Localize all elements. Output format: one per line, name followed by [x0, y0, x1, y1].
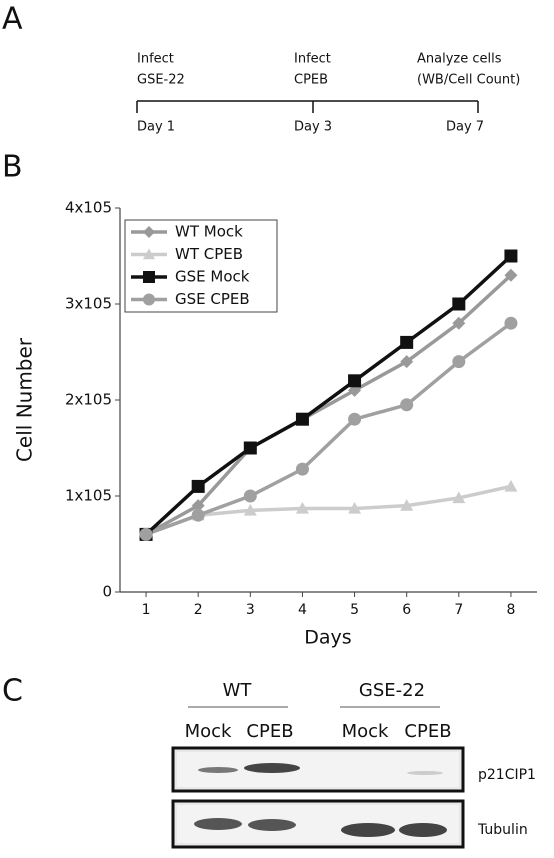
- legend-label: GSE Mock: [175, 268, 250, 286]
- event-text: GSE-22: [137, 73, 185, 88]
- legend-marker: [143, 271, 155, 283]
- marker: [504, 316, 518, 330]
- marker: [504, 249, 518, 263]
- day-label: Day 3: [294, 120, 332, 135]
- marker: [504, 268, 518, 282]
- x-axis-label: Days: [304, 627, 351, 649]
- row-label: Tubulin: [477, 822, 528, 838]
- group-label: WT: [223, 680, 253, 701]
- y-axis-label: Cell Number: [13, 337, 37, 462]
- marker: [295, 501, 309, 514]
- y-tick-label: 1x105: [65, 487, 112, 505]
- marker: [452, 355, 466, 369]
- x-tick-label: 4: [298, 602, 307, 618]
- event-text: Infect: [137, 52, 174, 67]
- panel-label: A: [2, 2, 23, 37]
- marker: [191, 479, 205, 493]
- marker: [400, 398, 414, 412]
- x-tick-label: 1: [142, 602, 151, 618]
- marker: [348, 501, 362, 514]
- legend-marker: [143, 293, 155, 306]
- marker: [504, 479, 518, 492]
- y-tick-label: 4x105: [65, 199, 112, 217]
- lane-label: CPEB: [404, 721, 451, 742]
- x-tick-label: 8: [506, 602, 515, 618]
- marker: [452, 491, 466, 504]
- lane-label: Mock: [342, 721, 389, 742]
- band: [341, 823, 395, 837]
- lane-label: Mock: [185, 721, 232, 742]
- band: [198, 767, 238, 773]
- x-tick-label: 6: [402, 602, 411, 618]
- event-text: CPEB: [294, 73, 328, 88]
- day-label: Day 7: [446, 120, 484, 135]
- marker: [295, 462, 309, 476]
- marker: [191, 508, 205, 522]
- x-tick-label: 3: [246, 602, 255, 618]
- legend-label: WT CPEB: [175, 245, 243, 263]
- band: [407, 771, 443, 775]
- marker: [243, 441, 257, 455]
- x-tick-label: 5: [350, 602, 359, 618]
- marker: [400, 335, 414, 349]
- series-line: [145, 273, 513, 536]
- marker: [243, 489, 257, 503]
- legend-marker: [143, 248, 155, 260]
- y-tick-label: 2x105: [65, 391, 112, 409]
- row-label: p21CIP1: [478, 767, 536, 783]
- band: [244, 763, 300, 773]
- event-text: Analyze cells: [417, 52, 502, 67]
- y-tick-label: 0: [102, 583, 112, 601]
- marker: [348, 374, 362, 388]
- panel-label: B: [2, 150, 23, 185]
- marker: [348, 412, 362, 426]
- legend-marker: [143, 226, 155, 238]
- marker: [400, 355, 414, 369]
- band: [399, 823, 447, 837]
- day-label: Day 1: [137, 120, 175, 135]
- lane-label: CPEB: [246, 721, 293, 742]
- panel-label: C: [2, 674, 23, 709]
- marker: [295, 412, 309, 426]
- series-line: [145, 484, 512, 537]
- event-text: (WB/Cell Count): [417, 73, 520, 88]
- group-label: GSE-22: [359, 680, 425, 701]
- chart: 0 1x105 2x105 3x105 4x105 1 2 3 4 5 6 7 8 WT Mock WT C…: [65, 199, 537, 618]
- marker: [452, 297, 466, 311]
- event-text: Infect: [294, 52, 331, 67]
- marker: [452, 316, 466, 330]
- marker: [243, 503, 257, 516]
- marker: [139, 527, 153, 541]
- legend-label: GSE CPEB: [175, 290, 250, 308]
- series-line: [144, 254, 513, 536]
- legend-label: WT Mock: [175, 223, 243, 241]
- y-tick-label: 3x105: [65, 295, 112, 313]
- x-tick-label: 2: [194, 602, 203, 618]
- x-tick-label: 7: [454, 602, 463, 618]
- series-line: [145, 321, 512, 537]
- band: [194, 818, 242, 830]
- marker: [191, 499, 205, 513]
- marker: [400, 499, 414, 511]
- band: [248, 819, 296, 831]
